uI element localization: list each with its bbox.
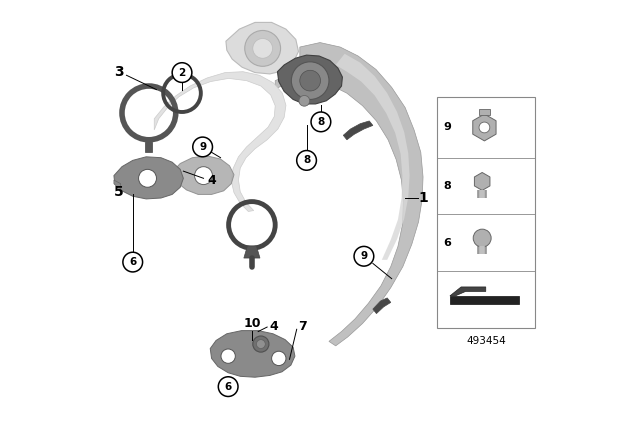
Polygon shape	[173, 156, 234, 194]
Text: 9: 9	[199, 142, 206, 152]
Polygon shape	[154, 72, 286, 211]
Polygon shape	[450, 296, 520, 304]
Text: 8: 8	[444, 181, 451, 191]
Text: 493454: 493454	[467, 336, 506, 346]
Polygon shape	[450, 287, 486, 296]
Polygon shape	[479, 109, 490, 115]
Text: 8: 8	[317, 117, 324, 127]
Circle shape	[172, 63, 192, 82]
Circle shape	[291, 62, 329, 99]
Polygon shape	[114, 157, 184, 199]
Circle shape	[218, 377, 238, 396]
Polygon shape	[373, 298, 391, 314]
Text: 6: 6	[225, 382, 232, 392]
Text: 1: 1	[418, 191, 428, 205]
Circle shape	[299, 95, 310, 106]
Circle shape	[257, 340, 266, 349]
Text: 4: 4	[207, 173, 216, 187]
Circle shape	[123, 252, 143, 272]
FancyBboxPatch shape	[437, 97, 535, 328]
Text: 4: 4	[269, 319, 278, 333]
Polygon shape	[114, 180, 121, 190]
Text: 6: 6	[129, 257, 136, 267]
Text: 9: 9	[360, 251, 367, 261]
Circle shape	[311, 112, 331, 132]
Circle shape	[195, 167, 212, 185]
Text: 2: 2	[179, 68, 186, 78]
Circle shape	[297, 151, 316, 170]
Circle shape	[244, 30, 280, 66]
Polygon shape	[244, 246, 260, 258]
Text: 8: 8	[303, 155, 310, 165]
Text: 10: 10	[243, 317, 260, 330]
Polygon shape	[226, 22, 298, 74]
Circle shape	[473, 229, 491, 247]
Circle shape	[271, 351, 286, 366]
Circle shape	[300, 70, 321, 91]
Circle shape	[221, 349, 236, 363]
Polygon shape	[278, 55, 342, 104]
Polygon shape	[343, 121, 373, 140]
Text: 7: 7	[299, 319, 307, 333]
Circle shape	[193, 137, 212, 157]
Circle shape	[354, 246, 374, 266]
Text: 9: 9	[444, 122, 451, 133]
Text: 3: 3	[115, 65, 124, 79]
Text: 5: 5	[113, 185, 124, 199]
Polygon shape	[275, 43, 423, 346]
Polygon shape	[336, 54, 410, 260]
Polygon shape	[210, 331, 295, 377]
Polygon shape	[145, 142, 152, 152]
Circle shape	[253, 39, 273, 58]
Circle shape	[139, 169, 157, 187]
Circle shape	[479, 122, 490, 133]
Text: 6: 6	[444, 237, 451, 248]
Circle shape	[253, 336, 269, 352]
